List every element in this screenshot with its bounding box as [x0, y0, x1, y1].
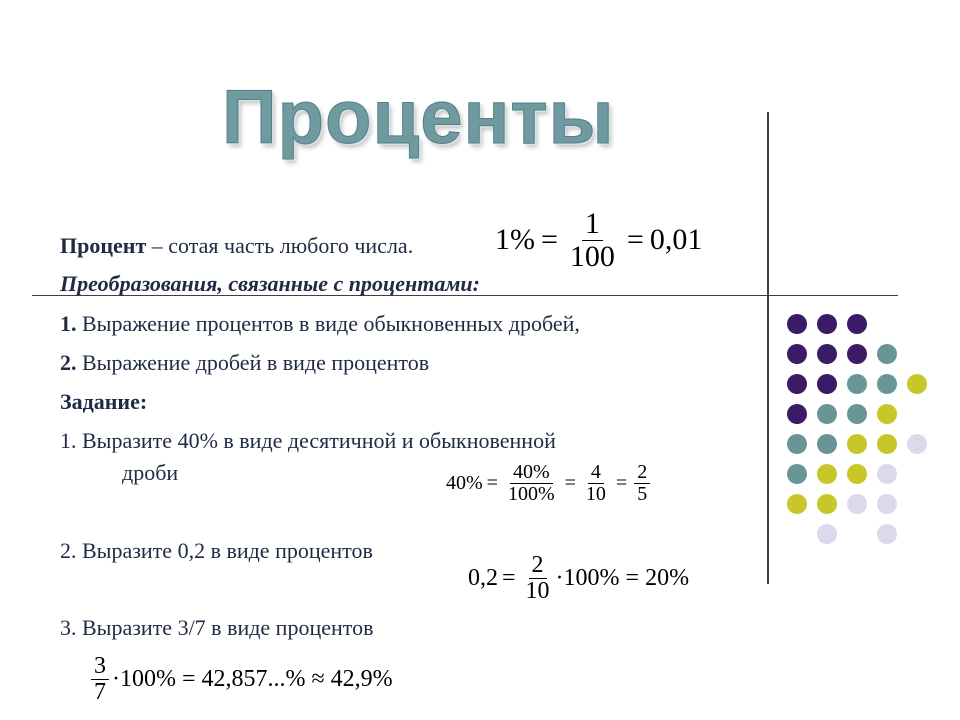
- fraction: 2 5: [634, 462, 651, 505]
- definition-rest: – сотая часть любого числа.: [146, 233, 414, 258]
- decorative-dot: [787, 404, 807, 424]
- decorative-dot: [847, 314, 867, 334]
- horizontal-divider: [32, 295, 898, 296]
- list-item-text: Выражение процентов в виде обыкновенных …: [76, 311, 580, 336]
- decorative-dot: [877, 344, 897, 364]
- decorative-dot: [817, 494, 837, 514]
- decorative-dot: [817, 464, 837, 484]
- fraction-denominator: 10: [525, 578, 550, 605]
- equals-sign: =: [502, 565, 516, 592]
- task-2: 2. Выразите 0,2 в виде процентов: [60, 538, 373, 563]
- fraction: 3 7: [91, 653, 109, 706]
- list-item-text: Выражение дробей в виде процентов: [76, 350, 430, 375]
- decorative-dot: [817, 524, 837, 544]
- decorative-dot: [787, 314, 807, 334]
- decorative-dot: [847, 374, 867, 394]
- definition-term: Процент: [60, 233, 147, 258]
- answer-1-lhs: 40%: [446, 472, 483, 494]
- decorative-dot: [847, 464, 867, 484]
- fraction: 4 10: [583, 462, 609, 505]
- answer-2-rest: ·100% = 20%: [555, 565, 690, 592]
- answer-3-formula: 3 7 ·100% = 42,857...% ≈ 42,9%: [88, 653, 393, 706]
- formula-equals: =: [626, 223, 644, 256]
- decorative-dot: [817, 404, 837, 424]
- list-item: 2. Выражение дробей в виде процентов: [60, 350, 429, 376]
- equals-sign: =: [564, 472, 576, 494]
- task-1-continuation: дроби: [122, 460, 179, 485]
- percent-definition-formula: 1% = 1 100 = 0,01: [495, 208, 702, 272]
- formula-right: 0,01: [649, 223, 703, 256]
- formula-fraction: 1 100: [567, 208, 618, 272]
- decorative-dot: [787, 494, 807, 514]
- fraction-denominator: 100: [569, 239, 615, 273]
- decorative-dot: [787, 434, 807, 454]
- answer-2-formula: 0,2 = 2 10 ·100% = 20%: [468, 552, 690, 605]
- formula-left: 1%: [495, 223, 535, 256]
- decorative-dot: [877, 404, 897, 424]
- list-item: 1. Выражение процентов в виде обыкновенн…: [60, 311, 580, 337]
- decorative-dot: [847, 494, 867, 514]
- list-item-number: 1.: [60, 311, 77, 336]
- decorative-dot: [907, 434, 927, 454]
- equals-sign: =: [486, 472, 498, 494]
- page-title: Проценты: [222, 75, 615, 161]
- fraction: 40% 100%: [505, 462, 558, 505]
- fraction-denominator: 10: [585, 483, 606, 505]
- decorative-dot: [817, 434, 837, 454]
- fraction: 2 10: [523, 552, 553, 605]
- fraction-denominator: 7: [94, 679, 106, 706]
- decorative-dot: [877, 494, 897, 514]
- fraction-numerator: 4: [587, 462, 604, 484]
- decorative-dot: [817, 374, 837, 394]
- answer-2-lhs: 0,2: [468, 565, 498, 592]
- task-1: 1. Выразите 40% в виде десятичной и обык…: [60, 428, 556, 453]
- decorative-dot: [847, 434, 867, 454]
- formula-equals: =: [541, 223, 558, 256]
- decorative-dot: [877, 464, 897, 484]
- decorative-dot: [787, 374, 807, 394]
- decorative-dot: [877, 434, 897, 454]
- fraction-denominator: 100%: [507, 483, 555, 505]
- fraction-numerator: 2: [634, 462, 651, 484]
- fraction-numerator: 40%: [509, 462, 553, 484]
- decorative-dot: [877, 524, 897, 544]
- equals-sign: =: [615, 472, 628, 494]
- definition-text: Процент – сотая часть любого числа.: [60, 233, 413, 259]
- task-label: Задание:: [60, 389, 148, 414]
- decorative-dot: [787, 344, 807, 364]
- fraction-denominator: 5: [637, 483, 648, 505]
- fraction-numerator: 1: [581, 208, 603, 241]
- decorative-dot: [847, 344, 867, 364]
- answer-3-rest: ·100% = 42,857...% ≈ 42,9%: [112, 666, 393, 693]
- fraction-numerator: 3: [91, 653, 109, 681]
- decorative-dot: [817, 344, 837, 364]
- vertical-divider: [767, 112, 769, 584]
- decorative-dot: [907, 374, 927, 394]
- decorative-dot: [787, 464, 807, 484]
- decorative-dot: [877, 374, 897, 394]
- decorative-dot: [817, 314, 837, 334]
- list-item-number: 2.: [60, 350, 77, 375]
- subheading: Преобразования, связанные с процентами:: [60, 271, 480, 296]
- task-3: 3. Выразите 3/7 в виде процентов: [60, 615, 374, 640]
- fraction-numerator: 2: [528, 552, 547, 580]
- decorative-dot: [847, 404, 867, 424]
- answer-1-formula: 40% = 40% 100% = 4 10 = 2 5: [446, 462, 653, 505]
